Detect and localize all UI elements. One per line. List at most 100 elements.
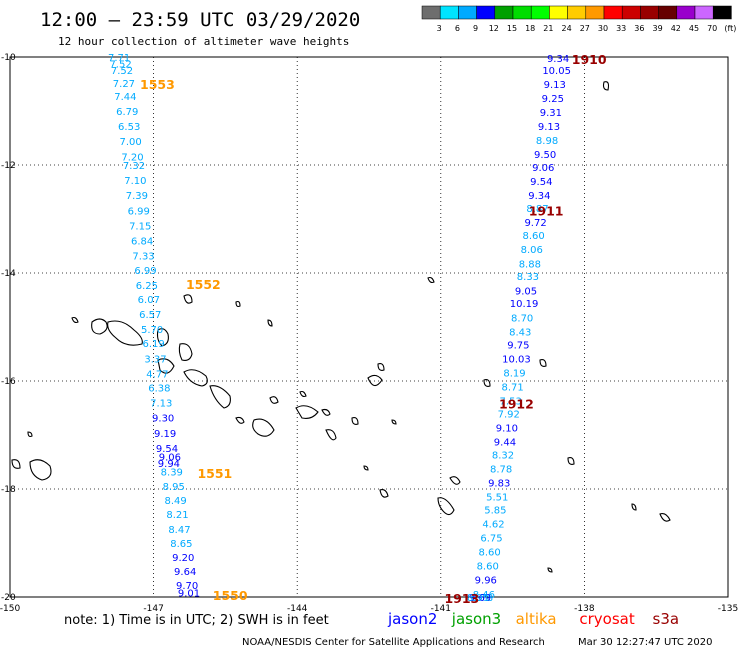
wave-height-value: 9.05	[515, 286, 537, 297]
colorbar-swatch	[567, 5, 587, 20]
colorbar-swatch	[712, 5, 732, 20]
wave-height-value: 9.69	[469, 593, 491, 604]
colorbar-label: 9	[473, 24, 478, 33]
wave-height-value: 10.19	[510, 299, 539, 310]
wave-height-value: 8.46	[473, 590, 495, 601]
wave-height-value: 4.77	[146, 369, 168, 380]
wave-height-value: 3.37	[144, 354, 166, 365]
wave-height-value: 8.19	[503, 368, 525, 379]
wave-height-value: 8.33	[517, 272, 539, 283]
y-tick-label: -14	[1, 269, 16, 279]
wave-height-value: 9.01	[178, 589, 200, 600]
wave-height-value: 9.64	[174, 567, 196, 578]
wave-height-value: 9.96	[475, 576, 497, 587]
wave-height-value: 9.25	[542, 94, 564, 105]
wave-height-value: 8.39	[161, 468, 183, 479]
colorbar-swatch	[621, 5, 641, 20]
wave-height-value: 9.72	[524, 218, 546, 229]
wave-height-value: 7.13	[150, 399, 172, 410]
wave-height-value: 8.43	[509, 327, 531, 338]
wave-height-value: 8.95	[163, 482, 185, 493]
wave-height-value: 6.99	[128, 206, 150, 217]
wave-height-value: 7.15	[129, 221, 151, 232]
wave-height-value: 9.06	[159, 453, 181, 464]
wave-height-value: 8.70	[511, 313, 533, 324]
colorbar-swatch	[512, 5, 532, 20]
x-tick-label: -141	[431, 604, 451, 614]
wave-height-value: 8.60	[477, 562, 499, 573]
wave-height-value: 9.30	[152, 414, 174, 425]
wave-height-value: 10.05	[542, 66, 571, 77]
pass-label: 1910	[572, 52, 607, 67]
pass-label: 1552	[186, 277, 221, 292]
colorbar-label: 27	[580, 24, 590, 33]
island-outlines	[11, 81, 671, 573]
chart-subtitle: 12 hour collection of altimeter wave hei…	[58, 35, 349, 48]
colorbar-label: 6	[455, 24, 460, 33]
wave-height-points: 7.717.527.527.277.446.796.537.007.207.32…	[108, 53, 571, 604]
colorbar-label: 12	[489, 24, 499, 33]
wave-height-value: 8.32	[492, 450, 514, 461]
colorbar-label: 24	[562, 24, 572, 33]
wave-height-value: 5.70	[141, 325, 163, 336]
wave-height-value: 9.50	[534, 150, 556, 161]
satellite-legend-item: s3a	[653, 610, 680, 628]
x-tick-label: -150	[0, 604, 20, 614]
x-tick-label: -138	[574, 604, 595, 614]
colorbar-label: (ft)	[724, 24, 736, 33]
colorbar-swatch	[421, 5, 441, 20]
wave-height-value: 4.62	[482, 520, 504, 531]
timestamp-text: Mar 30 12:27:47 UTC 2020	[578, 637, 713, 648]
wave-height-value: 9.44	[494, 437, 516, 448]
colorbar-swatch	[494, 5, 514, 20]
wave-height-value: 9.75	[507, 340, 529, 351]
pass-label: 1913	[444, 591, 479, 606]
wave-height-value: 6.79	[116, 107, 138, 118]
wave-height-value: 7.27	[113, 79, 135, 90]
colorbar-swatch	[658, 5, 678, 20]
wave-height-value: 6.53	[118, 122, 140, 133]
wave-height-value: 5.85	[484, 506, 506, 517]
wave-height-value: 9.10	[496, 423, 518, 434]
satellite-legend: jason2 jason3 altika cryosat s3a	[387, 610, 679, 628]
colorbar-swatch	[640, 5, 659, 20]
grid	[10, 57, 728, 597]
colorbar-label: 39	[653, 24, 663, 33]
wave-height-value: 8.65	[170, 539, 192, 550]
x-tick-label: -144	[287, 604, 308, 614]
wave-height-value: 9.19	[154, 429, 176, 440]
wave-height-value: 9.94	[158, 459, 180, 470]
wave-height-value: 6.75	[480, 534, 502, 545]
wave-height-value: 8.60	[478, 548, 500, 559]
y-tick-label: -12	[1, 161, 16, 171]
wave-height-value: 8.91	[467, 593, 489, 604]
colorbar-label: 45	[689, 24, 699, 33]
y-tick-label: -16	[1, 377, 16, 387]
satellite-legend-item: jason2	[387, 610, 437, 628]
colorbar-swatch	[530, 5, 550, 20]
wave-height-value: 10.03	[502, 354, 531, 365]
map-frame	[9, 56, 729, 598]
colorbar-swatch	[439, 5, 459, 20]
wave-height-value: 9.20	[172, 553, 194, 564]
wave-height-value: 9.34	[528, 191, 550, 202]
pass-label: 1551	[197, 466, 232, 481]
wave-height-value: 8.49	[164, 496, 186, 507]
wave-height-value: 8.98	[536, 136, 558, 147]
wave-height-value: 7.92	[498, 409, 520, 420]
wave-height-value: 7.44	[114, 92, 136, 103]
wave-height-value: 9.70	[176, 581, 198, 592]
axis-ticks: -150 -147 -144 -141 -138 -135 -10 -12 -14 -16 -18 -…	[0, 53, 738, 614]
wave-height-value: 7.00	[119, 137, 141, 148]
wave-height-value: 8.06	[521, 245, 543, 256]
y-tick-label: -20	[1, 593, 16, 603]
wave-height-value: 8.60	[523, 231, 545, 242]
wave-height-value: 7.71	[108, 53, 130, 64]
wave-height-value: 9.83	[488, 479, 510, 490]
colorbar: 3 6 9 12 15 18 21 24 27 30 33 36 39 42 45 70 (ft)	[421, 5, 736, 33]
colorbar-label: 36	[634, 24, 644, 33]
colorbar-label: 18	[525, 24, 535, 33]
chart-title: 12:00 – 23:59 UTC 03/29/2020	[40, 9, 360, 31]
y-tick-label: -10	[1, 53, 16, 63]
